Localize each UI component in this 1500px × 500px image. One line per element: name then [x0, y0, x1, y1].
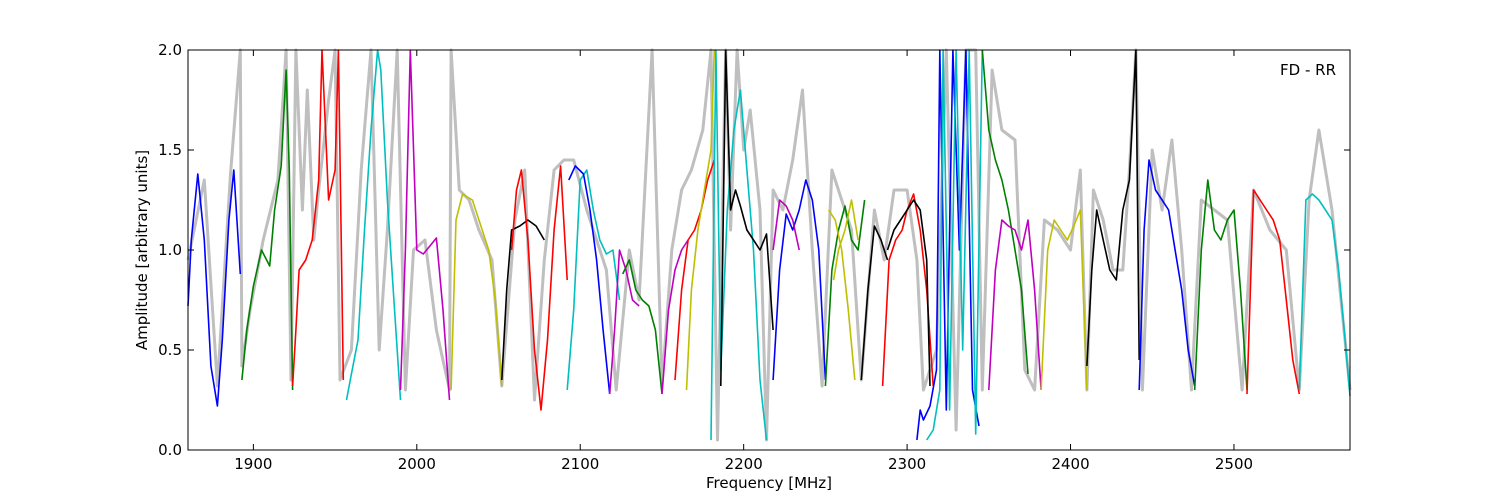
chart-annotation: FD - RR: [1280, 61, 1336, 79]
series-line-11: [592, 209, 621, 301]
series-line-34: [1193, 179, 1248, 391]
series-line-23: [828, 209, 856, 381]
x-axis-ticks: 1900 2000 2100 2200 2300 2400 2500: [234, 50, 1253, 473]
series-line-1: [187, 169, 242, 407]
y-tick-label: 2.0: [158, 41, 182, 59]
series-line-27: [916, 49, 980, 441]
series-line-14: [661, 239, 689, 395]
background-series-line: [186, 48, 1352, 442]
x-tick-label: 1900: [234, 455, 272, 473]
series-line-35: [1246, 189, 1301, 395]
series-line-3: [291, 49, 345, 387]
series-line-2: [241, 69, 294, 391]
series-line-10: [568, 165, 611, 395]
x-axis-label: Frequency [MHz]: [706, 474, 832, 492]
series-line-7: [501, 219, 545, 381]
y-tick-label: 0.0: [158, 441, 182, 459]
y-tick-label: 1.5: [158, 141, 182, 159]
x-tick-label: 2000: [398, 455, 436, 473]
series-line-5: [399, 49, 451, 401]
series-layer: [187, 49, 1351, 441]
x-tick-label: 2100: [561, 455, 599, 473]
y-axis-label: Amplitude [arbitrary units]: [133, 150, 151, 350]
series-line-24: [860, 225, 889, 381]
series-line-29: [981, 49, 1029, 375]
series-line-17: [710, 49, 768, 441]
plot-area: [186, 48, 1352, 451]
series-line-28: [926, 49, 984, 441]
series-line-18: [720, 49, 774, 387]
y-axis-ticks: 0.0 0.5 1.0 1.5 2.0: [158, 41, 1350, 459]
series-line-33: [1138, 159, 1196, 391]
series-line-31: [1040, 209, 1088, 391]
series-line-12: [608, 249, 640, 395]
y-tick-label: 1.0: [158, 241, 182, 259]
series-line-16: [685, 49, 716, 391]
series-line-13: [621, 259, 663, 395]
series-line-30: [988, 219, 1042, 391]
series-line-4: [345, 49, 402, 401]
y-tick-label: 0.5: [158, 341, 182, 359]
series-line-19: [772, 179, 827, 381]
series-line-21: [824, 199, 866, 387]
x-tick-label: 2200: [725, 455, 763, 473]
series-line-6: [450, 193, 503, 391]
x-tick-label: 2500: [1215, 455, 1253, 473]
series-line-8: [510, 165, 568, 411]
x-tick-label: 2300: [888, 455, 926, 473]
series-line-22: [832, 199, 859, 281]
series-line-32: [1086, 49, 1140, 367]
background-series-layer: [186, 48, 1352, 442]
series-line-26: [886, 199, 931, 387]
x-tick-label: 2400: [1051, 455, 1089, 473]
series-line-9: [566, 169, 595, 391]
series-line-36: [1298, 193, 1351, 397]
series-line-20: [772, 199, 800, 251]
series-line-15: [674, 159, 716, 381]
